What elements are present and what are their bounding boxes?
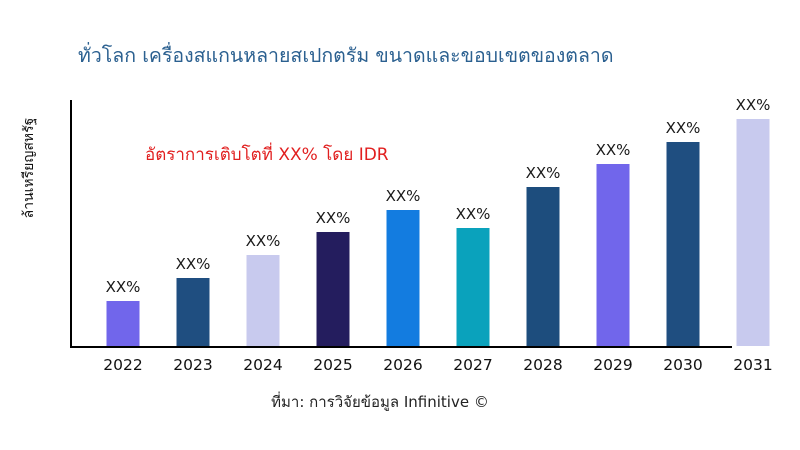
bar-value-label-2024: XX% (245, 232, 281, 250)
bar-2027 (456, 228, 490, 346)
bar-2024 (246, 255, 280, 346)
bar-column-2028: XX% 2028 (508, 100, 578, 374)
bar-value-label-2026: XX% (385, 187, 421, 205)
bar-column-2022: XX% 2022 (88, 100, 158, 374)
bar-column-2031: XX% 2031 (718, 96, 788, 374)
bar-value-label-2030: XX% (665, 119, 701, 137)
bar-2023 (176, 278, 210, 346)
bar-2026 (386, 210, 420, 346)
bar-value-label-2025: XX% (315, 209, 351, 227)
bar-column-2024: XX% 2024 (228, 100, 298, 374)
plot-area: XX% 2022 XX% 2023 XX% 2024 XX% 2025 XX% 2026 XX% 20… (70, 96, 792, 374)
x-tick-label-2027: 2027 (453, 356, 493, 374)
bar-2031 (736, 119, 770, 346)
bar-2028 (526, 187, 560, 346)
x-tick-label-2028: 2028 (523, 356, 563, 374)
x-tick-label-2022: 2022 (103, 356, 143, 374)
bar-2029 (596, 164, 630, 346)
bar-value-label-2031: XX% (735, 96, 771, 114)
bar-column-2026: XX% 2026 (368, 100, 438, 374)
bar-value-label-2023: XX% (175, 255, 211, 273)
x-tick-label-2029: 2029 (593, 356, 633, 374)
bar-column-2030: XX% 2030 (648, 100, 718, 374)
growth-rate-annotation: อัตราการเติบโตที่ XX% โดย IDR (145, 145, 389, 165)
bar-2025 (316, 232, 350, 346)
bar-value-label-2027: XX% (455, 205, 491, 223)
bar-2030 (666, 142, 700, 346)
chart-title: ทั่วโลก เครื่องสแกนหลายสเปกตรัม ขนาดและข… (78, 44, 614, 67)
bar-column-2025: XX% 2025 (298, 100, 368, 374)
y-axis-line (70, 100, 72, 348)
x-axis-line (70, 346, 732, 348)
bar-column-2029: XX% 2029 (578, 100, 648, 374)
bar-2022 (106, 301, 140, 346)
bar-column-2027: XX% 2027 (438, 100, 508, 374)
x-tick-label-2026: 2026 (383, 356, 423, 374)
x-tick-label-2025: 2025 (313, 356, 353, 374)
bar-column-2023: XX% 2023 (158, 100, 228, 374)
source-note: ที่มา: การวิจัยข้อมูล Infinitive © (271, 393, 489, 411)
x-tick-label-2023: 2023 (173, 356, 213, 374)
x-tick-label-2024: 2024 (243, 356, 283, 374)
bar-value-label-2028: XX% (525, 164, 561, 182)
y-axis-label: ล้านเหรียญสหรัฐ (21, 117, 37, 219)
x-tick-label-2030: 2030 (663, 356, 703, 374)
bar-value-label-2029: XX% (595, 141, 631, 159)
x-tick-label-2031: 2031 (733, 356, 773, 374)
bar-value-label-2022: XX% (105, 278, 141, 296)
